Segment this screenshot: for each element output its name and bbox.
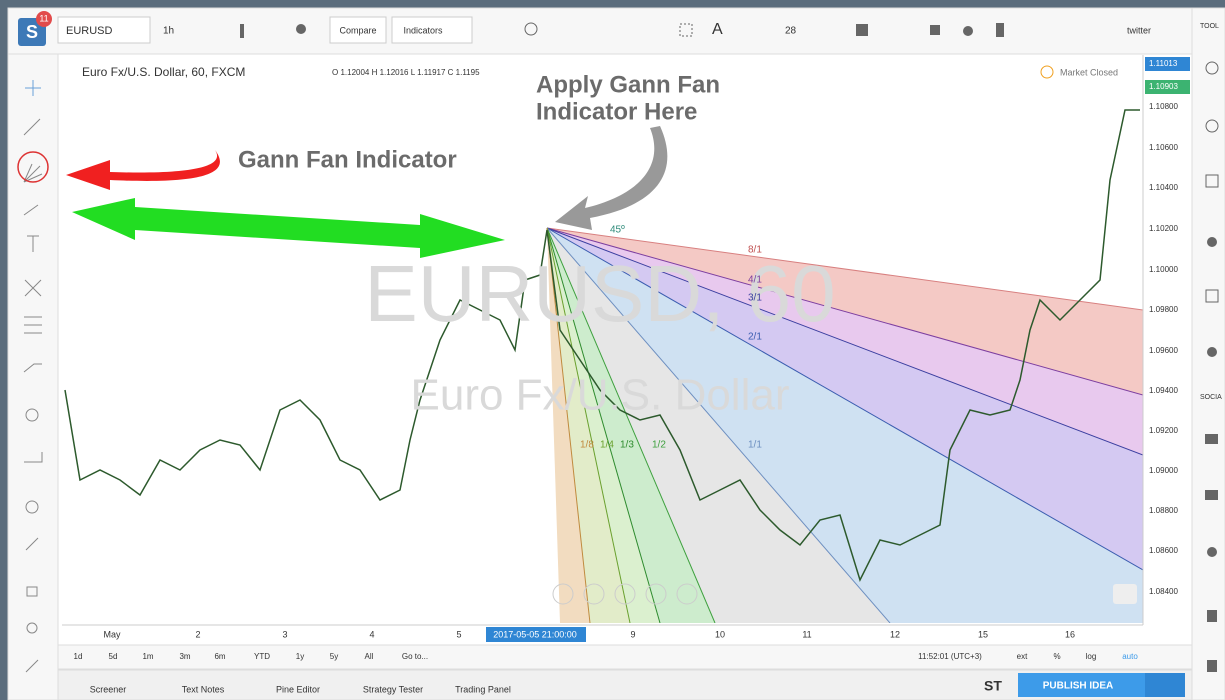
price-label: 1.09000	[1149, 466, 1178, 475]
time-label: 4	[369, 629, 374, 639]
font-size[interactable]: 28	[785, 26, 797, 37]
range-button[interactable]: YTD	[254, 652, 270, 661]
status-item[interactable]: log	[1086, 652, 1097, 661]
logo-letter: S	[26, 22, 38, 42]
bottom-tab[interactable]: Trading Panel	[455, 684, 511, 694]
watermark-symbol: EURUSD, 60	[364, 249, 835, 338]
price-label: 1.08400	[1149, 587, 1178, 596]
bottom-tab[interactable]: Screener	[90, 684, 127, 694]
range-button[interactable]: 5d	[109, 652, 118, 661]
range-button[interactable]: 5y	[330, 652, 338, 661]
fan-label: 8/1	[748, 245, 762, 256]
price-label: 1.10600	[1149, 143, 1178, 152]
range-button[interactable]: 1d	[74, 652, 83, 661]
fan-label: 1/4	[600, 440, 614, 451]
time-label: 15	[978, 629, 988, 639]
price-label: 1.10000	[1149, 265, 1178, 274]
apply-line-1: Apply Gann Fan	[536, 71, 720, 98]
legend-title: Euro Fx/U.S. Dollar, 60, FXCM	[82, 65, 245, 79]
tools-label: TOOL	[1200, 23, 1219, 30]
time-label: 3	[282, 629, 287, 639]
screenshot: S 11 EURUSD 1h Compare Indicators 28 twi…	[0, 0, 1225, 700]
social-label: SOCIA	[1200, 394, 1222, 401]
price-label: 1.09800	[1149, 305, 1178, 314]
time-label: 2	[195, 629, 200, 639]
fan-label: 1/8	[580, 440, 594, 451]
bottom-tab[interactable]: Pine Editor	[276, 684, 320, 694]
price-label: 1.09600	[1149, 346, 1178, 355]
compare: Compare	[339, 25, 376, 35]
price-label: 1.10903	[1149, 82, 1178, 91]
fan-label: 4/1	[748, 275, 762, 286]
market-status: Market Closed	[1060, 67, 1118, 77]
toolbar	[8, 8, 1225, 54]
status-item[interactable]: ext	[1017, 652, 1028, 661]
badge-count: 11	[39, 13, 48, 23]
price-label: 1.11013	[1149, 59, 1178, 68]
bottom-tab[interactable]: Strategy Tester	[363, 684, 423, 694]
price-label: 1.09400	[1149, 386, 1178, 395]
range-button[interactable]: Go to...	[402, 652, 428, 661]
price-label: 1.08800	[1149, 506, 1178, 515]
interval[interactable]: 1h	[163, 26, 174, 37]
ohlc: O 1.12004 H 1.12016 L 1.11917 C 1.1195	[332, 68, 480, 77]
price-label: 1.10200	[1149, 224, 1178, 233]
fan-label: 1/3	[620, 440, 634, 451]
range-button[interactable]: 1m	[142, 652, 153, 661]
range-button[interactable]: 6m	[214, 652, 225, 661]
fan-label: 1/1	[748, 440, 762, 451]
price-label: 1.10400	[1149, 183, 1178, 192]
watermark-description: Euro Fx/U.S. Dollar	[411, 371, 790, 420]
publish-label: PUBLISH IDEA	[1043, 681, 1114, 692]
fan-label: 2/1	[748, 332, 762, 343]
time-label: 16	[1065, 629, 1075, 639]
time-label: 11	[802, 629, 811, 639]
price-label: 1.09200	[1149, 426, 1178, 435]
time-label: May	[103, 629, 121, 639]
fan-label: 1/2	[652, 440, 666, 451]
status-item[interactable]: auto	[1122, 652, 1138, 661]
fan-label: 45º	[610, 225, 625, 236]
range-button[interactable]: 1y	[296, 652, 304, 661]
indicator-annotation: Gann Fan Indicator	[238, 146, 457, 173]
range-button[interactable]: All	[365, 652, 374, 661]
time-label: 5	[456, 629, 461, 639]
time-label: 12	[890, 629, 900, 639]
range-button[interactable]: 3m	[179, 652, 190, 661]
stocktwits[interactable]: ST	[984, 678, 1002, 694]
left-sidebar	[8, 54, 58, 700]
status-item: 11:52:01 (UTC+3)	[918, 652, 982, 661]
price-label: 1.10800	[1149, 102, 1178, 111]
apply-line-2: Indicator Here	[536, 98, 697, 125]
time-label: 9	[630, 629, 635, 639]
scroll-button[interactable]	[1113, 584, 1137, 604]
symbol: EURUSD	[66, 25, 113, 37]
time-label: 2017-05-05 21:00:00	[493, 629, 577, 639]
fan-label: 3/1	[748, 293, 762, 304]
bottom-tab[interactable]: Text Notes	[182, 684, 225, 694]
status-item[interactable]: %	[1053, 652, 1060, 661]
indicators: Indicators	[403, 25, 443, 35]
time-label: 10	[715, 629, 725, 639]
price-label: 1.08600	[1149, 546, 1178, 555]
layout-name[interactable]: twitter	[1127, 25, 1151, 35]
more-button[interactable]	[1145, 673, 1185, 697]
svg-text:A: A	[712, 21, 723, 38]
